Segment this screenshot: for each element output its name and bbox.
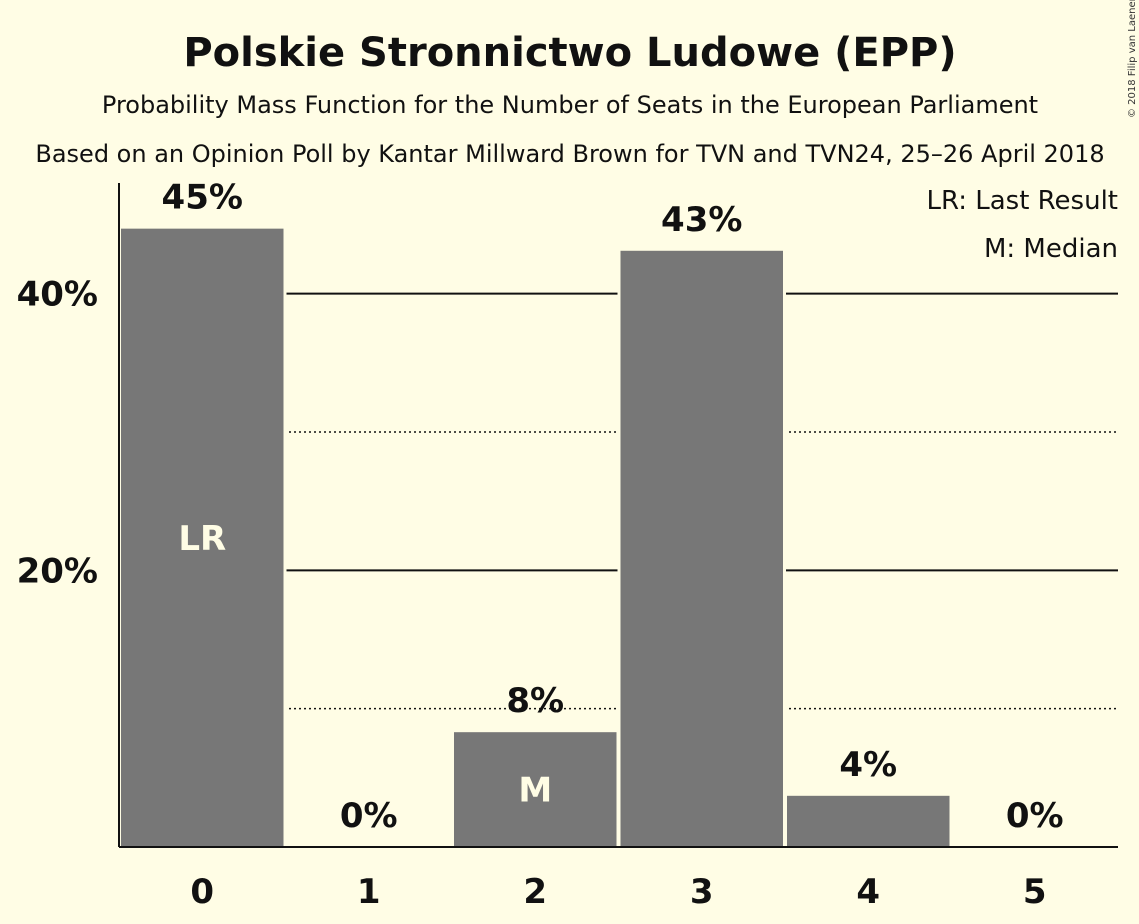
copyright-note: © 2018 Filip van Laenen — [1127, 0, 1138, 118]
bar-marker-label: LR — [178, 519, 226, 559]
legend-item-median: M: Median — [984, 234, 1118, 264]
bar — [787, 795, 950, 847]
x-tick-label: 3 — [690, 872, 714, 912]
x-tick-label: 4 — [856, 872, 880, 912]
chart-title: Polskie Stronnictwo Ludowe (EPP) — [183, 30, 956, 76]
bar — [121, 228, 284, 847]
bar — [454, 732, 617, 847]
x-tick-label: 0 — [190, 872, 214, 912]
bar-value-label: 4% — [839, 745, 897, 785]
x-tick-label: 2 — [523, 872, 547, 912]
bar-marker-label: M — [518, 771, 552, 811]
axes: 20% 40% 0 1 2 3 4 5 — [17, 183, 1118, 912]
x-tick-label: 5 — [1023, 872, 1047, 912]
bars — [118, 226, 953, 848]
bar-value-label: 43% — [661, 200, 742, 240]
legend-item-last-result: LR: Last Result — [926, 186, 1118, 216]
bar-value-label: 45% — [162, 178, 243, 218]
bar-value-label: 8% — [506, 681, 564, 721]
bar-value-label: 0% — [1006, 796, 1064, 836]
data-labels: 45% LR 0% 8% M 43% 4% 0% — [162, 178, 1064, 836]
chart-subtitle-source: Based on an Opinion Poll by Kantar Millw… — [35, 140, 1104, 168]
bar — [620, 250, 783, 848]
y-tick-label: 20% — [17, 551, 98, 591]
y-tick-label: 40% — [17, 275, 98, 315]
x-tick-label: 1 — [357, 872, 381, 912]
bar-value-label: 0% — [340, 796, 398, 836]
chart-subtitle: Probability Mass Function for the Number… — [102, 91, 1038, 119]
